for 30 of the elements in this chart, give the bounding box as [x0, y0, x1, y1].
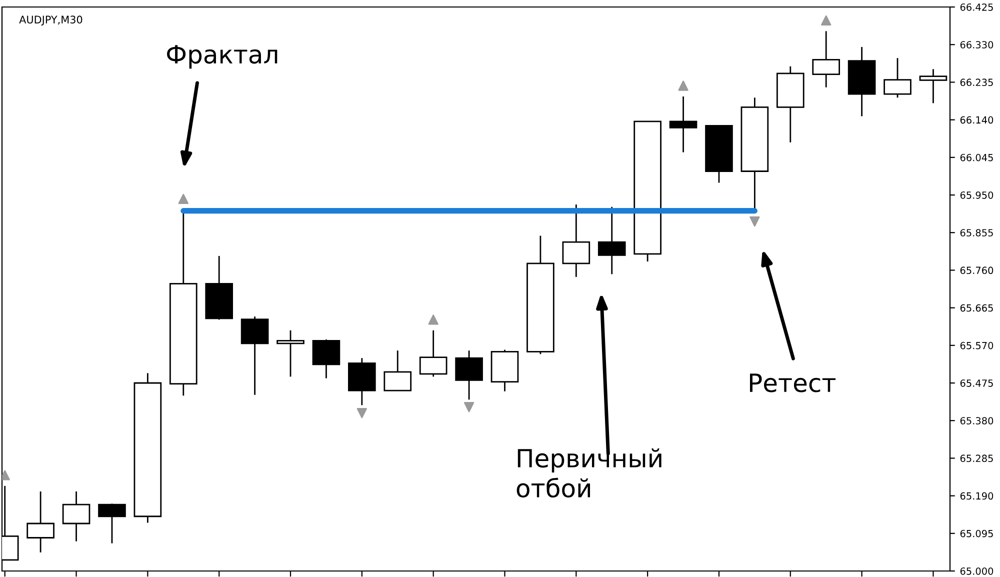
y-tick-label: 66.045: [960, 154, 993, 162]
annotation: Ретест: [750, 374, 836, 392]
text: AUDJPY,M30: [19, 16, 82, 26]
y-tick-label: 65.570: [960, 342, 994, 350]
y-tick-label: 65.665: [960, 304, 993, 312]
y-tick-label: 65.950: [960, 191, 994, 199]
point: [178, 194, 188, 204]
y-tick-label: 65.380: [960, 417, 994, 424]
y-tick-label: 66.235: [960, 78, 993, 86]
y-tick-label: 65.000: [960, 567, 994, 575]
point: [821, 15, 832, 26]
y-tick-label: 65.760: [960, 266, 994, 274]
point: [750, 216, 760, 227]
y-tick-label: 66.330: [960, 41, 994, 48]
candlestick: [276, 330, 304, 378]
annotation: Первичный отбой: [516, 448, 662, 498]
candlestick: [919, 68, 948, 104]
y-tick-label: 65.095: [960, 530, 993, 538]
y-tick-label: 65.855: [960, 229, 993, 236]
point: [678, 80, 688, 91]
y-tick-label: 66.425: [960, 3, 993, 11]
point: [464, 402, 474, 412]
candlestick: [669, 96, 698, 153]
y-tick-label: 65.475: [960, 379, 993, 387]
y-tick-label: 65.190: [960, 492, 994, 500]
annotation: Фрактал: [167, 45, 278, 69]
y-tick-label: 65.285: [960, 454, 993, 462]
point: [356, 408, 368, 418]
point: [428, 314, 438, 325]
y-tick-label: 66.140: [960, 116, 994, 124]
